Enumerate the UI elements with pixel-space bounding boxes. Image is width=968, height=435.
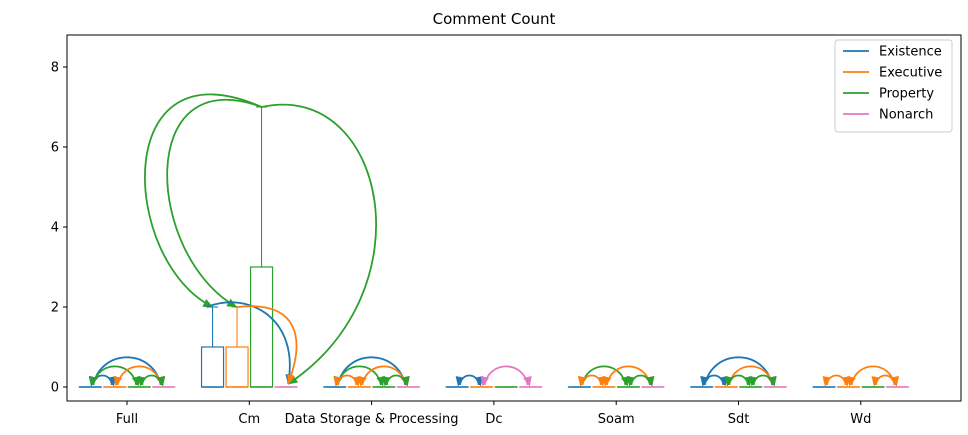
box-existence bbox=[200, 306, 225, 388]
arrowhead bbox=[577, 376, 587, 387]
arrowhead bbox=[890, 376, 900, 387]
x-tick-label: Soam bbox=[598, 412, 635, 427]
arrowhead bbox=[626, 376, 636, 387]
significance-arc bbox=[333, 374, 361, 387]
arrowhead bbox=[700, 376, 709, 387]
legend-frame bbox=[834, 39, 953, 133]
arrowhead bbox=[137, 376, 147, 387]
arrowhead bbox=[645, 376, 655, 387]
legend-label: Property bbox=[879, 87, 934, 102]
arrowhead bbox=[333, 376, 342, 387]
x-tick-label: Data Storage & Processing bbox=[285, 412, 459, 427]
arrowhead bbox=[401, 376, 410, 387]
legend-label: Existence bbox=[879, 45, 942, 60]
box-body bbox=[200, 346, 225, 388]
significance-arc bbox=[382, 374, 410, 387]
y-tick-label: 6 bbox=[51, 141, 59, 156]
box-executive bbox=[225, 306, 249, 388]
significance-arc bbox=[749, 374, 777, 387]
y-tick-label: 8 bbox=[51, 61, 59, 76]
arrowhead bbox=[480, 375, 490, 387]
arrowhead bbox=[768, 376, 777, 387]
significance-arc bbox=[700, 374, 728, 387]
significance-arc bbox=[89, 365, 141, 387]
arrowhead bbox=[352, 376, 361, 387]
comparison-arrow bbox=[144, 93, 262, 308]
box-property bbox=[249, 106, 274, 388]
arrowhead bbox=[455, 376, 465, 387]
arrowhead bbox=[156, 376, 166, 387]
chart-title: Comment Count bbox=[433, 10, 556, 28]
arrow-line bbox=[144, 93, 262, 308]
significance-arc bbox=[455, 374, 484, 387]
arrowhead bbox=[749, 376, 758, 387]
plot-frame bbox=[66, 34, 962, 402]
significance-arc bbox=[822, 374, 851, 387]
arrowhead bbox=[382, 376, 391, 387]
arc-line bbox=[826, 374, 847, 386]
box-body bbox=[249, 266, 274, 388]
arrowhead bbox=[113, 375, 123, 387]
significance-arc bbox=[137, 374, 166, 387]
x-tick-label: Dc bbox=[485, 412, 502, 427]
arrowhead bbox=[847, 375, 857, 387]
x-tick-label: Sdt bbox=[728, 412, 750, 427]
legend-label: Executive bbox=[879, 66, 942, 81]
arrowhead bbox=[871, 376, 881, 387]
y-tick-label: 4 bbox=[51, 221, 59, 236]
arc-line bbox=[459, 374, 480, 386]
y-tick-label: 0 bbox=[51, 381, 59, 396]
significance-arc bbox=[480, 365, 532, 387]
arrowhead bbox=[822, 376, 832, 387]
y-tick-label: 2 bbox=[51, 301, 59, 316]
arrowhead bbox=[602, 375, 612, 387]
significance-arc bbox=[626, 374, 655, 387]
arrowhead bbox=[287, 373, 296, 385]
significance-arc bbox=[871, 374, 900, 387]
arrowhead bbox=[724, 376, 734, 387]
significance-arc bbox=[577, 374, 606, 387]
arrow-line bbox=[261, 103, 377, 385]
legend: Existence Executive Property Nonarch bbox=[834, 39, 953, 133]
comparison-arrow bbox=[166, 98, 262, 308]
x-tick-label: Full bbox=[116, 412, 138, 427]
arrow-line bbox=[236, 305, 298, 385]
significance-arc bbox=[724, 374, 753, 387]
arrow-line bbox=[206, 301, 291, 385]
box-body bbox=[225, 346, 249, 388]
arc-line bbox=[483, 365, 529, 386]
comparison-arrow bbox=[261, 103, 377, 385]
x-tick-label: Cm bbox=[238, 412, 260, 427]
arrowhead bbox=[523, 375, 532, 387]
comparison-arrow bbox=[236, 305, 298, 385]
arrowhead bbox=[89, 375, 98, 387]
x-tick-label: Wd bbox=[850, 412, 871, 427]
legend-label: Nonarch bbox=[879, 108, 933, 123]
arrow-line bbox=[166, 98, 262, 308]
